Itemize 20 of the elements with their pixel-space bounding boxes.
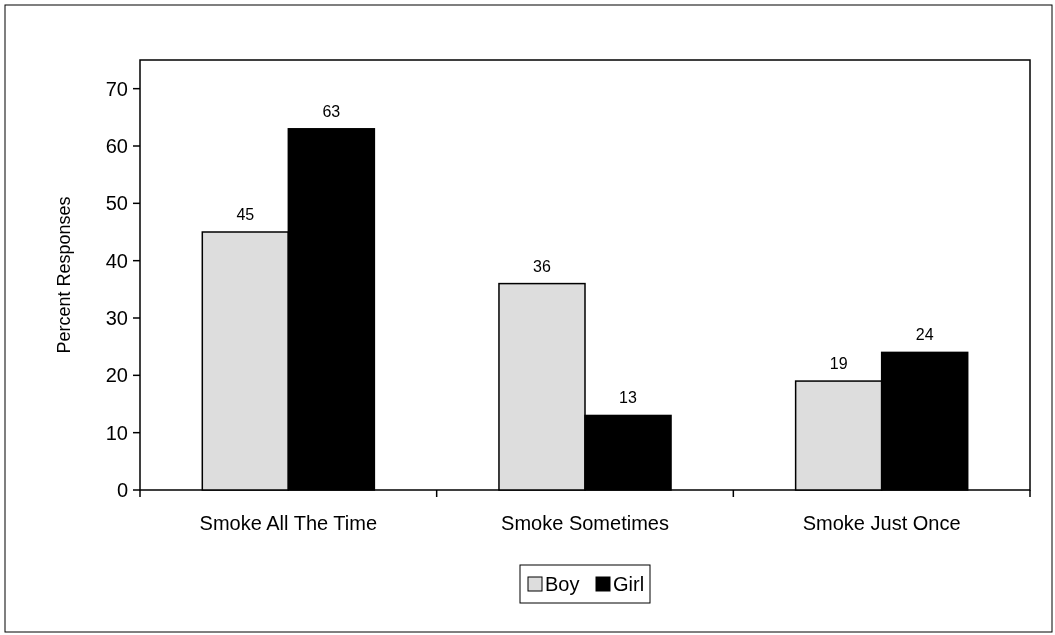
x-tick-label: Smoke Just Once <box>802 512 961 534</box>
y-tick-label: 60 <box>105 135 128 157</box>
y-axis-title: Percent Responses <box>54 196 74 354</box>
data-label: 45 <box>236 206 255 223</box>
data-label: 19 <box>829 355 848 373</box>
y-tick-label: 40 <box>105 249 128 272</box>
legend-label: Boy <box>545 573 580 595</box>
legend-label: Girl <box>613 573 645 595</box>
y-tick-label: 0 <box>116 479 128 501</box>
x-tick-label: Smoke All The Time <box>199 512 378 534</box>
y-tick-label: 20 <box>105 364 128 387</box>
data-label: 13 <box>619 389 638 407</box>
x-tick-label: Smoke Sometimes <box>501 512 669 534</box>
y-tick-label: 30 <box>105 307 128 329</box>
y-tick-label: 70 <box>105 77 128 100</box>
data-label: 36 <box>533 257 551 275</box>
data-label: 24 <box>915 326 934 344</box>
data-label: 63 <box>322 102 341 120</box>
y-tick-label: 50 <box>105 192 128 215</box>
y-tick-label: 10 <box>105 421 128 444</box>
